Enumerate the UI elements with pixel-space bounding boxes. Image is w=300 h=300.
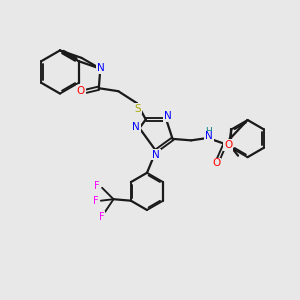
- Text: S: S: [134, 103, 141, 114]
- Text: H: H: [205, 128, 211, 136]
- Text: N: N: [132, 122, 140, 132]
- Text: N: N: [205, 131, 213, 142]
- Text: N: N: [97, 63, 105, 73]
- Text: O: O: [77, 86, 85, 96]
- Text: N: N: [152, 149, 160, 160]
- Text: F: F: [93, 196, 98, 206]
- Text: O: O: [212, 158, 220, 169]
- Text: F: F: [94, 181, 100, 191]
- Text: F: F: [99, 212, 104, 222]
- Text: O: O: [224, 140, 232, 150]
- Text: N: N: [164, 111, 172, 121]
